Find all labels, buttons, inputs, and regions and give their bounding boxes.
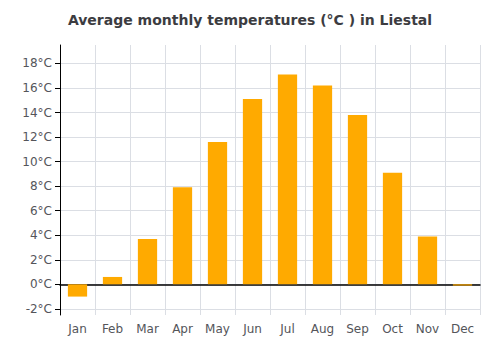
svg-text:2°C: 2°C: [30, 253, 52, 267]
svg-text:Sep: Sep: [346, 322, 369, 336]
svg-text:Aug: Aug: [311, 322, 334, 336]
svg-text:Oct: Oct: [382, 322, 403, 336]
svg-text:Jan: Jan: [67, 322, 87, 336]
svg-text:-2°C: -2°C: [26, 302, 52, 316]
svg-text:Dec: Dec: [451, 322, 474, 336]
svg-text:12°C: 12°C: [22, 130, 52, 144]
svg-text:Average monthly temperatures (: Average monthly temperatures (°C ) in Li…: [68, 12, 432, 28]
svg-text:Mar: Mar: [136, 322, 159, 336]
svg-text:10°C: 10°C: [22, 155, 52, 169]
svg-text:18°C: 18°C: [22, 56, 52, 70]
svg-text:6°C: 6°C: [30, 204, 52, 218]
svg-text:0°C: 0°C: [30, 277, 52, 291]
svg-text:Jun: Jun: [242, 322, 262, 336]
svg-text:14°C: 14°C: [22, 106, 52, 120]
svg-text:Nov: Nov: [416, 322, 439, 336]
svg-text:May: May: [205, 322, 230, 336]
svg-text:4°C: 4°C: [30, 228, 52, 242]
svg-text:Apr: Apr: [172, 322, 193, 336]
svg-text:8°C: 8°C: [30, 179, 52, 193]
svg-text:16°C: 16°C: [22, 81, 52, 95]
svg-text:Jul: Jul: [279, 322, 294, 336]
svg-text:Feb: Feb: [102, 322, 123, 336]
